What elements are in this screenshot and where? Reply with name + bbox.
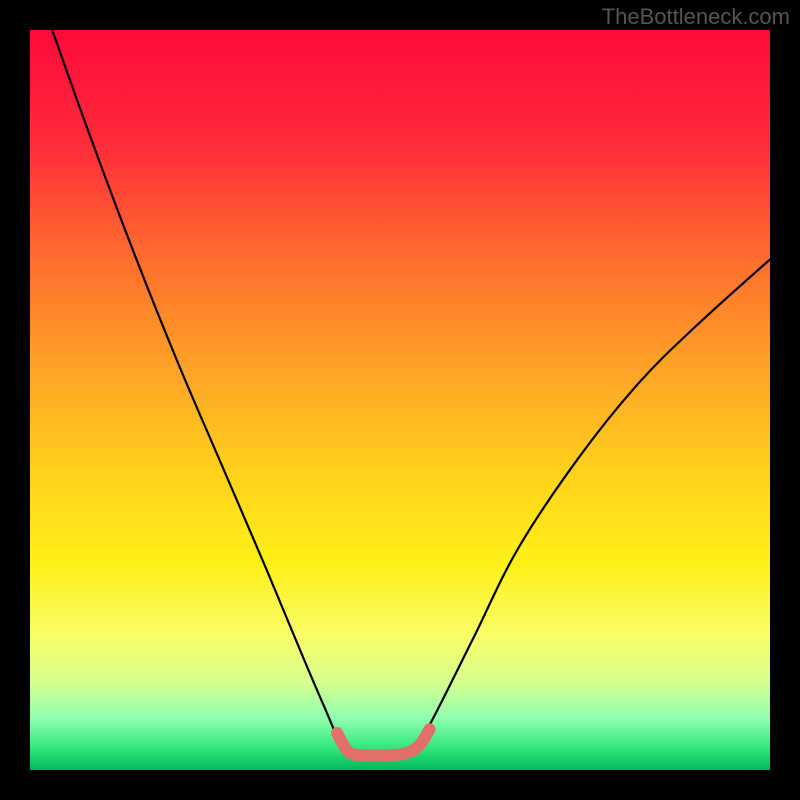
chart-background xyxy=(30,30,770,770)
chart-svg xyxy=(30,30,770,770)
watermark-text: TheBottleneck.com xyxy=(602,4,790,30)
outer-frame: TheBottleneck.com xyxy=(0,0,800,800)
plot-area xyxy=(30,30,770,770)
